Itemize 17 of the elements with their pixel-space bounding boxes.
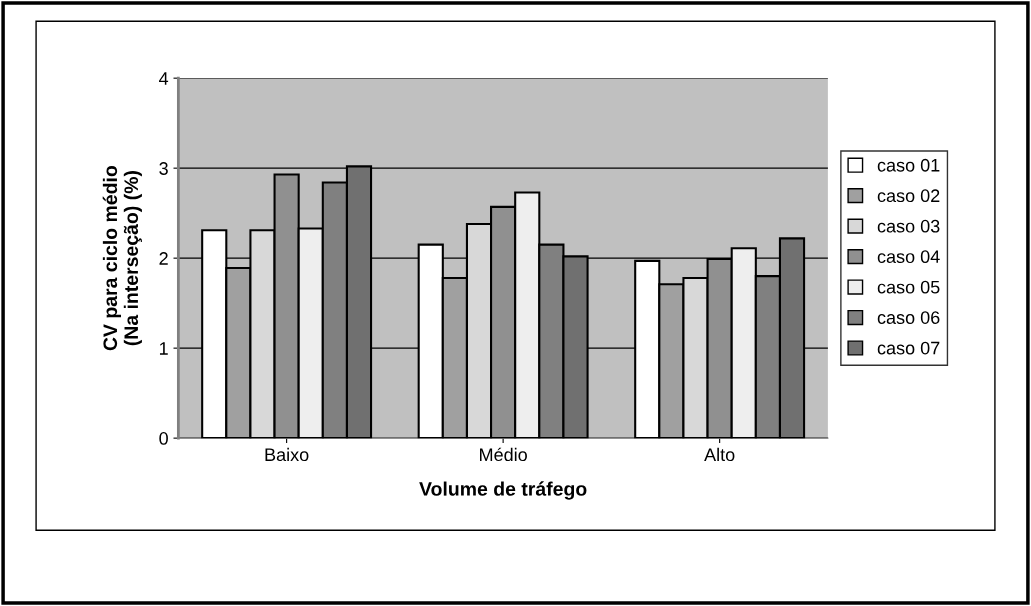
legend-label: caso 03 [877,219,940,233]
legend-label: caso 01 [877,158,940,172]
y-tick-label: 2 [159,252,168,265]
legend-label: caso 05 [877,280,940,294]
legend-label: caso 02 [877,189,940,203]
x-tick-label: Alto [704,447,735,462]
x-tick-label: Baixo [265,447,309,462]
y-tick-label: 0 [159,432,168,445]
y-tick-label: 4 [159,72,169,85]
y-tick-label: 1 [159,342,168,355]
legend-label: caso 06 [877,311,940,324]
y-tick-label: 3 [159,162,168,175]
y-axis-title: CV para ciclo médio (Na interseção) (%) [102,165,142,351]
x-axis-title: Volume de tráfego [419,481,587,500]
legend-label: caso 07 [877,341,940,355]
legend-label: caso 04 [877,250,940,264]
x-tick-label: Médio [480,447,527,462]
